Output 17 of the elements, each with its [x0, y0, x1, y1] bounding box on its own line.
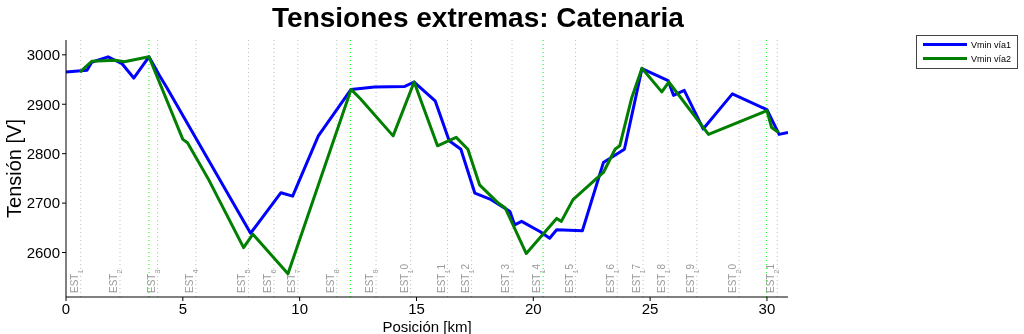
legend-label: Vmin vía2: [970, 53, 1011, 66]
x-tick-label: 15: [408, 299, 425, 317]
chart-title: Tensiones extremas: Catenaria: [271, 2, 685, 34]
y-tick-label: 2700: [26, 194, 60, 212]
x-tick-label: 20: [524, 299, 542, 317]
y-tick-label: 3000: [26, 46, 60, 64]
y-tick-label: 2600: [26, 243, 60, 261]
x-tick-label: 0: [61, 299, 71, 317]
y-tick-label: 2900: [26, 95, 60, 113]
x-tick-label: 10: [291, 299, 308, 317]
y-tick-label: 2800: [26, 145, 60, 162]
x-tick-label: 5: [178, 299, 187, 317]
x-tick-label: 25: [641, 299, 659, 317]
legend-label: Vmin vía1: [970, 39, 1011, 52]
y-axis-title: Tensión [V]: [3, 119, 26, 218]
x-tick-label: 30: [758, 299, 776, 317]
line-series: [78, 55, 781, 276]
